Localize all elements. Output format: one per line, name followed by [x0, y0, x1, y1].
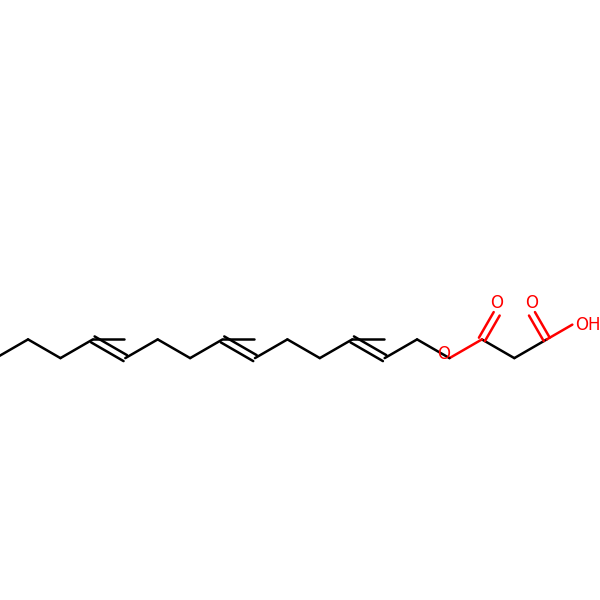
- Text: O: O: [490, 294, 503, 312]
- Text: OH: OH: [575, 316, 600, 334]
- Text: O: O: [526, 294, 538, 312]
- Text: O: O: [437, 345, 450, 363]
